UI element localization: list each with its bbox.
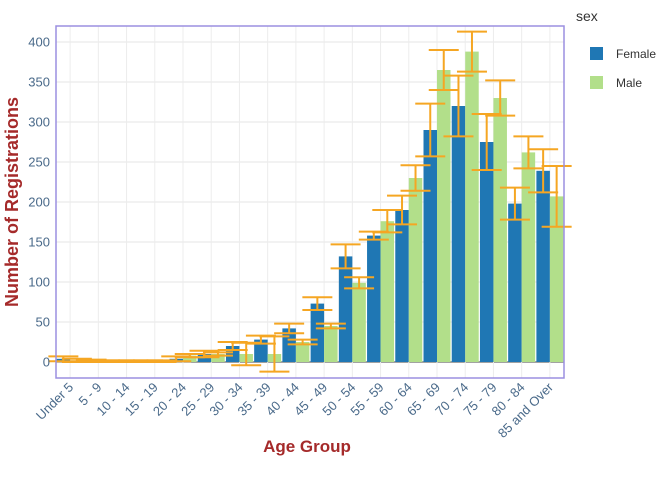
- y-tick-label: 300: [28, 115, 50, 130]
- bar-male[interactable]: [408, 178, 423, 362]
- error-bar-male: [259, 335, 290, 373]
- error-bar-male: [174, 353, 205, 359]
- error-bar-male: [61, 357, 92, 363]
- error-bar-male: [90, 359, 121, 363]
- plot-frame: [55, 25, 565, 379]
- y-axis-title: Number of Registrations: [2, 97, 22, 307]
- y-axis-ticks: 0 50 100 150 200 250 300 350 400: [28, 35, 50, 370]
- error-bar-male: [428, 49, 459, 91]
- error-bar-male: [118, 359, 149, 363]
- legend[interactable]: sex Female Male: [576, 8, 656, 90]
- error-bar-female: [302, 296, 333, 311]
- y-tick-label: 400: [28, 35, 50, 50]
- error-bar-male: [485, 79, 516, 117]
- error-bar-male: [202, 351, 233, 357]
- error-bar-male: [315, 322, 346, 330]
- bar-male[interactable]: [521, 152, 536, 362]
- error-bar-female: [471, 113, 502, 171]
- bar-male[interactable]: [493, 98, 507, 362]
- error-bar-female: [330, 243, 361, 270]
- y-tick-label: 150: [28, 235, 50, 250]
- bar-female[interactable]: [423, 130, 438, 362]
- error-bars: [48, 30, 572, 373]
- bar-female[interactable]: [254, 339, 268, 362]
- bar-male[interactable]: [380, 221, 395, 362]
- error-bar-male: [372, 209, 403, 234]
- bar-female[interactable]: [508, 203, 522, 362]
- bar-male[interactable]: [352, 282, 366, 362]
- error-bar-male: [146, 359, 177, 363]
- bar-female[interactable]: [310, 303, 325, 362]
- bar-male[interactable]: [324, 326, 338, 362]
- y-tick-label: 50: [36, 315, 50, 330]
- error-bar-female: [274, 322, 305, 335]
- y-tick-label: 200: [28, 195, 50, 210]
- legend-label-female: Female: [616, 47, 656, 61]
- legend-item-female[interactable]: Female: [590, 47, 656, 61]
- y-tick-label: 350: [28, 75, 50, 90]
- error-bar-male: [231, 341, 262, 367]
- error-bar-male: [541, 165, 572, 228]
- bar-male[interactable]: [183, 355, 197, 362]
- x-tick-label: Under 5: [33, 380, 76, 423]
- y-tick-label: 100: [28, 275, 50, 290]
- legend-swatch-male: [590, 76, 603, 89]
- error-bar-male: [456, 30, 487, 73]
- error-bar-male: [344, 276, 375, 290]
- bar-male[interactable]: [295, 342, 310, 362]
- bar-female[interactable]: [338, 256, 353, 362]
- legend-title: sex: [576, 8, 598, 24]
- bar-male[interactable]: [549, 196, 564, 362]
- bar-male[interactable]: [465, 51, 479, 362]
- y-tick-label: 0: [43, 355, 50, 370]
- error-bar-male: [287, 338, 318, 346]
- error-bar-female: [528, 148, 559, 194]
- legend-item-male[interactable]: Male: [590, 76, 642, 90]
- error-bar-female: [443, 74, 474, 138]
- x-axis-title: Age Group: [263, 437, 351, 456]
- bar-female[interactable]: [479, 142, 494, 362]
- error-bar-male: [400, 164, 431, 192]
- bar-female[interactable]: [367, 235, 381, 362]
- error-bar-male: [513, 135, 544, 170]
- bar-male[interactable]: [437, 70, 451, 362]
- bars: [56, 51, 564, 362]
- y-tick-label: 250: [28, 155, 50, 170]
- bar-female[interactable]: [451, 106, 466, 362]
- legend-swatch-female: [590, 47, 603, 60]
- error-bar-female: [415, 102, 446, 158]
- bar-female[interactable]: [536, 170, 550, 362]
- error-bar-female: [499, 186, 530, 221]
- legend-label-male: Male: [616, 76, 642, 90]
- bar-female[interactable]: [395, 210, 409, 362]
